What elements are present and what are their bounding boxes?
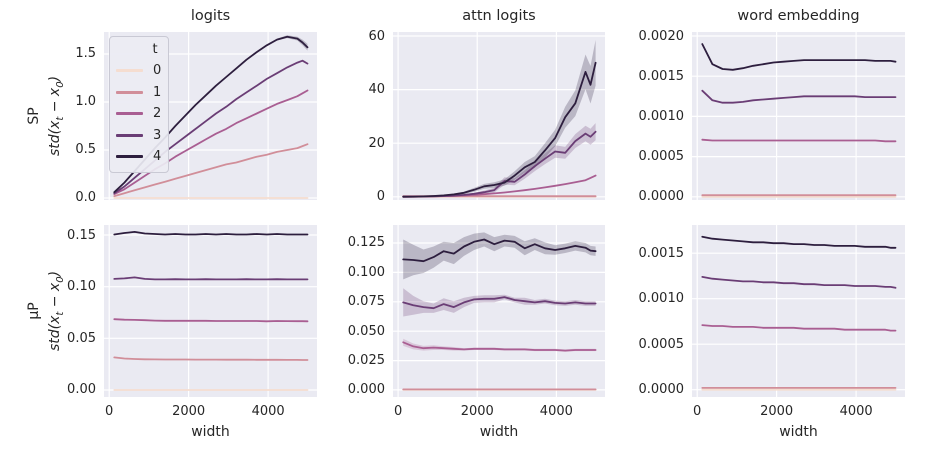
y-tick-label: 60	[368, 28, 385, 44]
x-tick-label: 4000	[839, 404, 873, 419]
chart-canvas	[393, 225, 605, 397]
series-line-t2	[701, 138, 897, 143]
y-tick-label: 0.05	[67, 330, 96, 346]
y-tick-label: 0.0000	[638, 382, 685, 398]
x-tick-label: 0	[105, 404, 114, 419]
y-tick-label: 0.125	[347, 235, 385, 251]
series-line-t3	[701, 276, 897, 289]
series-line-t4	[701, 43, 897, 71]
legend-entry: 2	[116, 103, 162, 125]
y-tick-label: 0.0015	[638, 245, 685, 261]
legend-title: t	[152, 42, 158, 57]
y-tick-label: 1.0	[75, 94, 96, 110]
math-open: (x	[47, 120, 64, 135]
subplot-mup-attn-logits	[393, 225, 605, 397]
x-tick-label: 2000	[460, 404, 494, 419]
y-tick-label: 0.0000	[638, 189, 685, 205]
y-tick-label: 1.5	[75, 46, 96, 62]
series-line-t1	[113, 356, 309, 361]
y-tick-label: 0.0020	[638, 28, 685, 44]
legend-entry-label: 4	[153, 149, 162, 165]
subplot-title-word-embedding: word embedding	[737, 8, 860, 24]
y-tick-label: 40	[368, 82, 385, 98]
y-tick-label: 0.0015	[638, 68, 685, 84]
y-tick-label: 0	[376, 189, 385, 205]
legend-swatch-t4	[116, 155, 143, 159]
math-sub-t: t	[54, 116, 66, 121]
math-open: (x	[47, 315, 64, 330]
series-line-t4	[113, 231, 309, 236]
subplot-sp-attn-logits	[393, 32, 605, 200]
chart-canvas	[692, 32, 905, 200]
series-line-t2	[113, 89, 309, 196]
y-tick-label: 20	[368, 135, 385, 151]
legend-swatch-t1	[116, 90, 143, 94]
series-line-t3	[113, 276, 309, 281]
y-tick-label: 0.025	[347, 353, 385, 369]
y-tick-label: 0.00	[67, 382, 96, 398]
series-line-t4	[402, 238, 597, 263]
legend-swatch-t3	[116, 133, 143, 137]
math-close: )	[47, 270, 64, 277]
series-line-t2	[113, 318, 309, 323]
chart-canvas	[692, 225, 905, 397]
x-axis-label: width	[479, 424, 519, 440]
x-tick-label: 4000	[539, 404, 573, 419]
y-tick-label: 0.000	[347, 382, 385, 398]
y-tick-label: 0.050	[347, 323, 385, 339]
chart-canvas	[104, 225, 317, 397]
subplot-mup-word-embedding	[692, 225, 905, 397]
subplot-title-attn-logits: attn logits	[462, 8, 536, 24]
subplot-title-logits: logits	[190, 8, 231, 24]
legend-entry: 4	[116, 146, 162, 168]
x-tick-label: 4000	[251, 404, 285, 419]
subplot-sp-word-embedding	[692, 32, 905, 200]
confidence-band-t4	[403, 232, 596, 280]
legend-entry: 1	[116, 82, 162, 104]
series-line-t3	[402, 296, 597, 310]
x-tick-label: 2000	[760, 404, 794, 419]
series-line-t2	[701, 324, 897, 332]
y-tick-label: 0.10	[67, 279, 96, 295]
y-tick-label: 0.0005	[638, 336, 685, 352]
confidence-band-t4	[403, 40, 596, 197]
legend-entry: 0	[116, 60, 162, 82]
x-tick-label: 0	[693, 404, 702, 419]
math-sub-0: 0	[54, 81, 66, 88]
series-line-t3	[701, 89, 897, 104]
y-tick-label: 0.5	[75, 142, 96, 158]
x-tick-label: 0	[394, 404, 403, 419]
legend: t 0 1 2 3 4	[109, 36, 169, 173]
legend-entry-label: 1	[153, 84, 162, 100]
legend-swatch-t0	[116, 69, 143, 73]
series-line-t2	[402, 341, 597, 352]
x-tick-label: 2000	[172, 404, 206, 419]
subplot-sp-logits: t 0 1 2 3 4	[104, 32, 317, 200]
confidence-band-t3	[403, 288, 596, 317]
y-tick-label: 0.15	[67, 227, 96, 243]
y-tick-label: 0.075	[347, 294, 385, 310]
subplot-mup-logits	[104, 225, 317, 397]
x-axis-label: width	[779, 424, 818, 440]
y-tick-label: 0.100	[347, 264, 385, 280]
legend-swatch-t2	[116, 112, 143, 116]
y-tick-label: 0.0010	[638, 108, 685, 124]
chart-canvas	[393, 32, 605, 200]
x-axis-label: width	[191, 424, 230, 440]
legend-entry-label: 3	[153, 127, 162, 143]
series-line-t4	[402, 61, 597, 198]
math-sub-t: t	[54, 311, 66, 316]
series-line-t1	[113, 143, 309, 198]
math-close: )	[47, 75, 64, 82]
y-tick-label: 0.0	[75, 190, 96, 206]
y-tick-label: 0.0005	[638, 149, 685, 165]
y-tick-label: 0.0010	[638, 291, 685, 307]
legend-entry-label: 2	[153, 106, 162, 122]
legend-entry-label: 0	[153, 63, 162, 79]
series-line-t4	[701, 235, 897, 249]
legend-entry: 3	[116, 125, 162, 147]
